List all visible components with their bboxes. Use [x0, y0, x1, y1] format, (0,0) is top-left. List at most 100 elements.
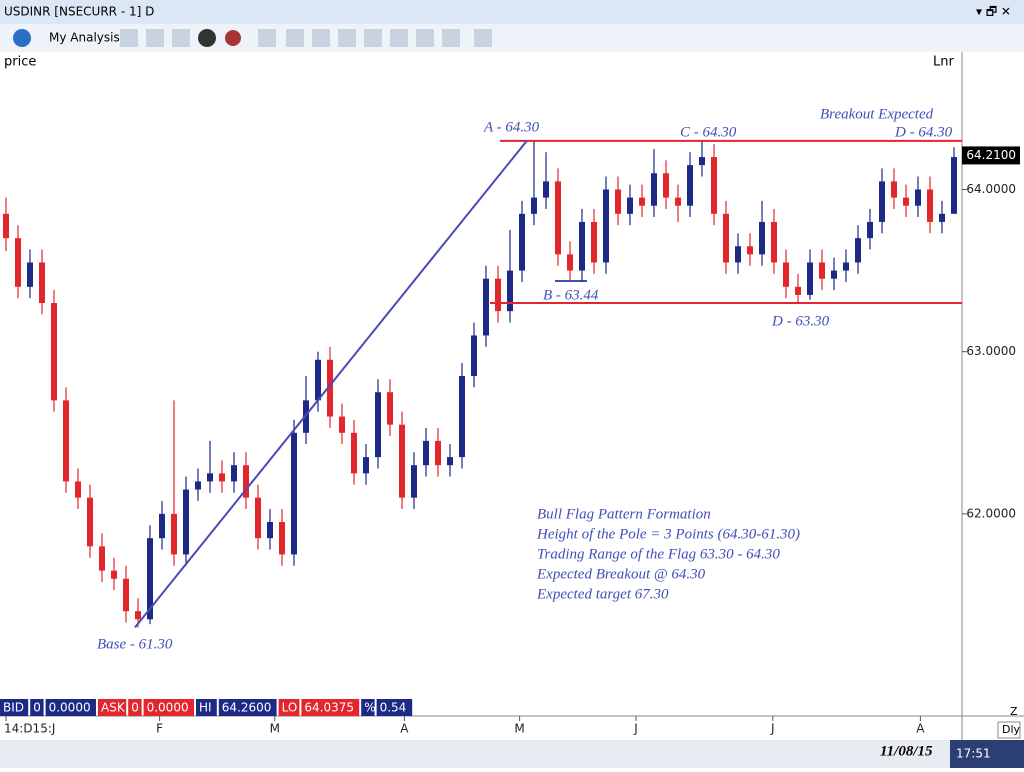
info-cell: [98, 699, 127, 716]
candle-body: [147, 538, 153, 620]
info-text: HI: [199, 701, 212, 715]
info-cell: [218, 699, 277, 716]
candle-body: [183, 489, 189, 555]
candle-body: [711, 157, 717, 214]
candle-body: [399, 424, 405, 498]
info-text: 0: [33, 701, 41, 715]
candle-body: [639, 197, 645, 206]
candle-body: [591, 221, 597, 263]
candle-body: [423, 440, 429, 466]
candle-body: [315, 359, 321, 401]
candle-body: [675, 197, 681, 206]
candle-body: [339, 416, 345, 433]
candle-body: [27, 262, 33, 287]
candle-body: [219, 473, 225, 482]
info-cell: [361, 699, 375, 716]
info-cell: [30, 699, 44, 716]
candle-body: [951, 157, 957, 214]
toolbar-icons[interactable]: [120, 29, 492, 47]
candle-body: [783, 262, 789, 287]
candle-body: [795, 286, 801, 295]
x-tick-label: J: [770, 722, 775, 736]
status-time: 17:51: [956, 747, 991, 761]
note: Height of the Pole = 3 Points (64.30-61.…: [536, 526, 800, 542]
status-bar: [0, 740, 1024, 768]
status-period[interactable]: Dly: [1002, 723, 1021, 736]
candle-body: [519, 213, 525, 271]
info-text: 0.0000: [147, 701, 189, 715]
candle-body: [723, 213, 729, 263]
candle-body: [831, 270, 837, 279]
x-tick-label: 14:D15:J: [4, 722, 55, 736]
zoom-button[interactable]: Z: [1010, 705, 1018, 718]
candle-body: [579, 221, 585, 271]
candle-body: [51, 303, 57, 401]
candle-body: [363, 457, 369, 474]
candle-body: [3, 213, 9, 239]
candle-body: [267, 521, 273, 539]
workspace-name[interactable]: My Analysis: [49, 31, 120, 45]
candle-body: [807, 262, 813, 295]
candle-body: [867, 221, 873, 239]
annotation: B - 63.44: [543, 287, 599, 303]
info-text: LO: [282, 701, 298, 715]
candle-body: [231, 465, 237, 482]
last-price-box: [962, 146, 1020, 165]
note: Trading Range of the Flag 63.30 - 64.30: [537, 546, 780, 562]
candle-body: [135, 611, 141, 620]
info-cell: [128, 699, 142, 716]
info-text: 0.54: [380, 701, 407, 715]
candle-body: [627, 197, 633, 214]
candle-body: [411, 465, 417, 498]
candle-body: [567, 254, 573, 271]
x-tick-label: M: [514, 722, 524, 736]
toolbar-icon[interactable]: [13, 29, 31, 47]
note: Expected Breakout @ 64.30: [536, 566, 706, 582]
status-date: 11/08/15: [880, 743, 933, 759]
y-tick-label: 63.0000: [966, 344, 1016, 358]
candle-body: [939, 213, 945, 222]
y-tick-label: 62.0000: [966, 506, 1016, 520]
info-cell: [0, 699, 29, 716]
window-buttons[interactable]: ▾ 🗗 ✕: [976, 5, 1011, 19]
info-text: 64.2600: [222, 701, 272, 715]
info-text: BID: [3, 701, 24, 715]
x-tick-label: A: [400, 722, 409, 736]
clock-box: [950, 740, 1024, 768]
candle-body: [543, 181, 549, 198]
candle-body: [15, 238, 21, 287]
candle-body: [351, 432, 357, 474]
info-text: 0: [131, 701, 139, 715]
period-box[interactable]: [997, 721, 1021, 739]
candle-body: [255, 497, 261, 539]
candle-body: [279, 521, 285, 555]
candle-body: [387, 392, 393, 425]
candle-body: [123, 578, 129, 612]
candle-body: [195, 481, 201, 490]
candle-body: [495, 278, 501, 312]
info-cell: [301, 699, 360, 716]
candle-body: [291, 432, 297, 555]
candle-body: [99, 546, 105, 571]
candle-body: [891, 181, 897, 198]
candle-body: [435, 440, 441, 466]
candle-body: [483, 278, 489, 336]
info-cell: [143, 699, 194, 716]
candle-body: [915, 189, 921, 206]
annotation: Breakout Expected: [820, 106, 934, 122]
annotation: D - 64.30: [894, 124, 953, 140]
candle-body: [747, 246, 753, 255]
trend-line: [134, 140, 528, 629]
info-text: 0.0000: [49, 701, 91, 715]
candle-body: [843, 262, 849, 271]
y-tick-label: 64.0000: [966, 182, 1016, 196]
candle-body: [111, 570, 117, 579]
candle-body: [39, 262, 45, 304]
info-cell: [45, 699, 96, 716]
candle-body: [555, 181, 561, 255]
candle-body: [171, 513, 177, 555]
candle-body: [531, 197, 537, 214]
candle-body: [603, 189, 609, 263]
candle-body: [327, 359, 333, 417]
